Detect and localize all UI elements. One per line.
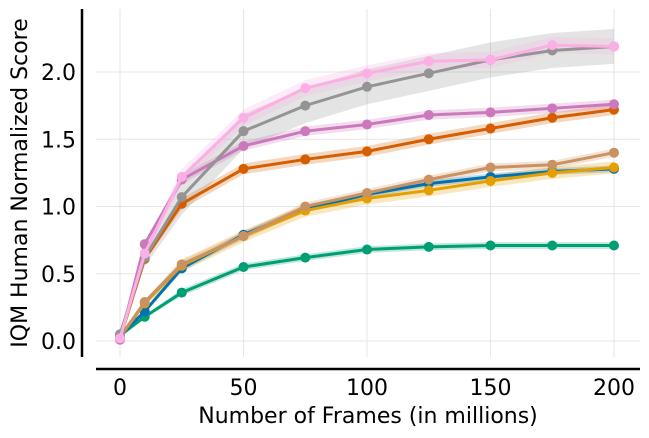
series-7-point: [423, 68, 434, 79]
series-4-point: [423, 174, 434, 185]
y-axis-label: IQM Human Normalized Score: [8, 18, 33, 347]
series-8-point: [176, 171, 187, 182]
series-1-point: [423, 241, 434, 252]
series-5-point: [362, 146, 372, 157]
series-8: [115, 40, 619, 344]
series-1-point: [609, 240, 619, 251]
series-1-point: [300, 252, 311, 263]
series-8-line: [118, 43, 615, 339]
series-7-line: [118, 44, 615, 335]
x-tick-label: 0: [113, 376, 127, 401]
series-4-point: [139, 296, 150, 307]
x-axis-label: Number of Frames (in millions): [198, 404, 538, 429]
series-lines: [115, 40, 619, 345]
series-8-point: [547, 40, 558, 51]
series-8-point: [485, 54, 496, 65]
series-1-point: [238, 262, 249, 273]
series-6-point: [485, 107, 496, 118]
series-6-point: [238, 140, 249, 151]
series-6-point: [609, 99, 619, 110]
y-tick-label: 0.0: [41, 330, 76, 355]
series-3-point: [609, 162, 619, 173]
y-tick-label: 1.5: [41, 128, 76, 153]
x-tick-label: 50: [230, 376, 258, 401]
series-7-point: [176, 192, 187, 203]
series-4-point: [362, 188, 372, 199]
series-2-line: [118, 167, 615, 337]
series-8-point: [300, 83, 311, 94]
series-5-point: [547, 112, 558, 123]
axes: [80, 9, 640, 371]
series-6-point: [362, 119, 372, 130]
series-7-point: [238, 126, 249, 137]
series-1-point: [362, 244, 372, 255]
series-1-point: [485, 240, 496, 251]
series-8-point: [238, 112, 249, 123]
series-5-point: [238, 163, 249, 174]
series-8-point: [423, 56, 434, 67]
series-7-point: [300, 100, 311, 111]
series-5-point: [423, 134, 434, 145]
series-2-band: [120, 165, 614, 336]
grid: [96, 9, 640, 357]
series-4-point: [609, 147, 619, 158]
tick-labels: 0 50 100 150 200 0.0 0.5 1.0 1.5 2.0: [41, 61, 635, 401]
series-6-point: [300, 126, 311, 137]
series-1-point: [176, 287, 187, 298]
series-4-point: [300, 201, 311, 212]
series-6-point: [547, 103, 558, 114]
y-tick-label: 0.5: [41, 263, 76, 288]
series-5-point: [485, 123, 496, 134]
series-6-point: [423, 110, 434, 121]
series-1-point: [547, 240, 558, 251]
series-3-point: [547, 167, 558, 178]
x-tick-label: 100: [346, 376, 388, 401]
x-tick-label: 200: [593, 376, 635, 401]
series-3-point: [485, 175, 496, 186]
series-8-point: [115, 333, 125, 344]
series-4-point: [176, 259, 187, 270]
series-3-point: [423, 185, 434, 196]
series-7-point: [362, 81, 372, 92]
series-1-line: [119, 244, 614, 337]
y-tick-label: 1.0: [41, 196, 76, 221]
series-4-line: [118, 151, 615, 338]
y-tick-label: 2.0: [41, 61, 76, 86]
series-8-point: [362, 68, 372, 79]
series-8-point: [609, 41, 619, 52]
series-5-line: [118, 108, 615, 339]
series-5-point: [300, 154, 311, 165]
x-tick-label: 150: [470, 376, 512, 401]
series-4-point: [547, 159, 558, 170]
series-8-band: [120, 37, 614, 339]
series-8-point: [139, 248, 150, 259]
series-4-point: [238, 231, 249, 242]
series-4-point: [485, 162, 496, 173]
